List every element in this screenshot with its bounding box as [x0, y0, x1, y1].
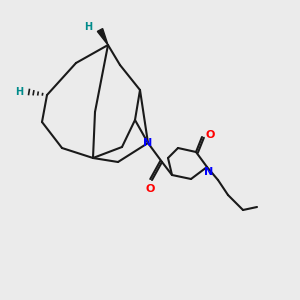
Polygon shape [98, 28, 108, 45]
Text: N: N [143, 138, 153, 148]
Text: O: O [145, 184, 155, 194]
Text: H: H [15, 87, 23, 97]
Text: O: O [205, 130, 215, 140]
Text: N: N [204, 167, 214, 177]
Text: H: H [84, 22, 92, 32]
